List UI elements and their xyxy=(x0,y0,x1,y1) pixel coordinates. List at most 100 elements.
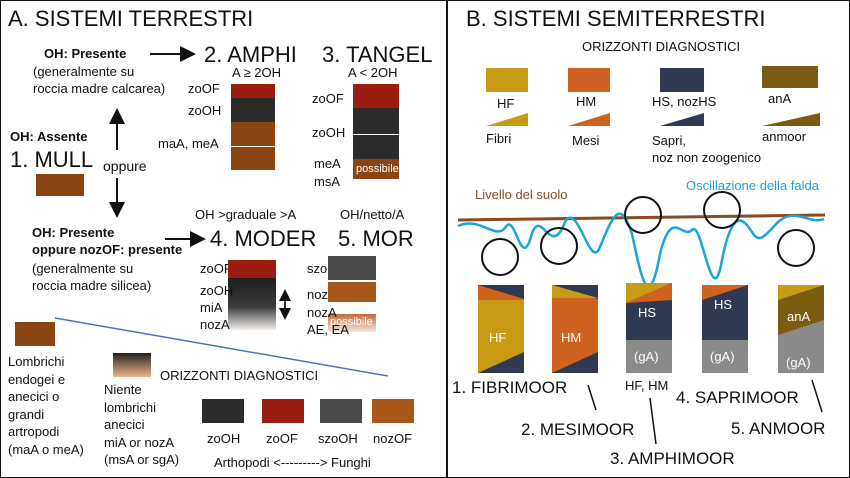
mesimoor-name: 2. MESIMOOR xyxy=(521,420,635,439)
tangel-zoof-label: zoOF xyxy=(312,91,344,106)
tangel-a-layer: possibile xyxy=(353,159,399,179)
legend-hm-swatch xyxy=(568,68,610,92)
col2-hm-label: HM xyxy=(561,330,582,345)
oppure-label: oppure xyxy=(103,158,147,174)
col4-ga-label: (gA) xyxy=(710,349,735,364)
hf-hm-label: HF, HM xyxy=(625,378,669,393)
mor-szooh-layer xyxy=(328,256,376,280)
mull-swatch xyxy=(36,174,84,196)
mor-ae-ea-label: AE, EA xyxy=(307,322,349,337)
moder-zoof-layer xyxy=(228,260,276,278)
mor-title: 5. MOR xyxy=(338,226,414,251)
col4-hs-label: HS xyxy=(714,297,733,312)
left-panel-title: A. SISTEMI TERRESTRI xyxy=(8,6,254,31)
legend-hm-label: HM xyxy=(576,94,597,109)
moder-mia-label: miA xyxy=(200,300,223,315)
oh-presente-label: OH: Presente xyxy=(44,46,127,61)
tangel-msa-label: msA xyxy=(314,174,340,189)
moder-rule: OH >graduale >A xyxy=(195,207,297,222)
mesi-triangle xyxy=(568,113,610,126)
sapri-triangle xyxy=(660,113,704,126)
moder-zooh-label: zoOH xyxy=(200,283,234,298)
amphi-zoof-label: zoOF xyxy=(188,81,220,96)
tangel-zooh-layer-1 xyxy=(353,108,399,135)
mor-nozof-layer xyxy=(328,282,376,302)
legend-anmoor-label: anmoor xyxy=(762,129,807,144)
col1-hf-label: HF xyxy=(489,330,507,345)
fibri-triangle xyxy=(486,113,528,126)
tangel-zoof-layer xyxy=(353,84,399,108)
diag-zooh-swatch xyxy=(202,399,244,423)
col5-ga-label: (gA) xyxy=(786,355,811,370)
amphimoor-name: 3. AMPHIMOOR xyxy=(610,449,735,468)
legend-hs-label: HS, nozHS xyxy=(652,94,717,109)
right-panel-title: B. SISTEMI SEMITERRESTRI xyxy=(466,6,766,31)
amphi-a-layer-2 xyxy=(231,147,275,170)
legend-hf-swatch xyxy=(486,68,528,92)
legend-hs-swatch xyxy=(660,68,704,92)
tangel-zooh-label: zoOH xyxy=(312,125,346,140)
amphi-a-layer-1 xyxy=(231,122,275,147)
col3-hs-label: HS xyxy=(638,305,657,320)
diag-zooh-label: zoOH xyxy=(207,431,241,446)
calcarea-note-1: (generalmente su xyxy=(33,64,135,79)
amphi-maa-label: maA, meA xyxy=(158,136,219,151)
calcarea-note-2: roccia madre calcarea) xyxy=(33,81,166,96)
legend-fibri-label: Fibri xyxy=(486,131,512,146)
moder-title: 4. MODER xyxy=(210,226,317,251)
moder-noza-label: nozA xyxy=(200,317,230,332)
amphi-title: 2. AMPHI xyxy=(204,42,297,67)
amphi-zooh-layer xyxy=(231,98,275,122)
moder-gradient xyxy=(228,278,276,330)
anmoor-triangle xyxy=(762,113,820,126)
water-oscillation-line xyxy=(457,212,825,288)
tangel-mea-label: meA xyxy=(314,156,341,171)
mor-gradient xyxy=(328,314,376,332)
lombrichi-swatch xyxy=(15,322,55,346)
diag-zoof-label: zoOF xyxy=(266,431,298,446)
oh-nozof-label-1: OH: Presente xyxy=(32,225,115,240)
tangel-possibile: possibile xyxy=(356,163,399,175)
legend-sapri-label: Sapri, xyxy=(652,133,686,148)
blue-diagonal-line xyxy=(54,317,389,377)
silicea-note-1: (generalmente su xyxy=(32,261,134,276)
livello-label: Livello del suolo xyxy=(475,187,568,202)
oscillazione-label: Oscillazione della falda xyxy=(686,178,819,193)
col5-ana-label: anA xyxy=(787,309,811,324)
amphi-rule: A ≥ 2OH xyxy=(232,65,282,80)
moder-zoof-label: zoOF xyxy=(200,261,232,276)
tangel-zooh-layer-2 xyxy=(353,135,399,159)
lombrichi-text: Lombrichi endogei e anecici o grandi art… xyxy=(8,354,84,457)
oh-assente-label: OH: Assente xyxy=(10,129,88,144)
mor-rule: OH/netto/A xyxy=(340,207,405,222)
legend-mesi-label: Mesi xyxy=(572,133,600,148)
mull-title: 1. MULL xyxy=(10,147,94,172)
legend-hf-label: HF xyxy=(497,96,515,111)
left-diag-title: ORIZZONTI DIAGNOSTICI xyxy=(160,368,319,383)
mor-possibile: possibile xyxy=(330,316,373,328)
arthropodi-funghi: Arthopodi <---------> Funghi xyxy=(214,455,371,470)
anmoor-name: 5. ANMOOR xyxy=(731,419,826,438)
amphi-zooh-label: zoOH xyxy=(188,103,222,118)
diag-szooh-label: szoOH xyxy=(318,431,358,446)
mor-noza-label: nozA xyxy=(307,305,337,320)
tangel-rule: A < 2OH xyxy=(348,65,398,80)
right-diag-title: ORIZZONTI DIAGNOSTICI xyxy=(582,39,741,54)
niente-gradient xyxy=(113,353,151,377)
legend-ana-swatch xyxy=(762,66,818,88)
soil-level-line xyxy=(457,213,826,222)
oh-nozof-label-2: oppure nozOF: presente xyxy=(32,242,183,257)
diag-nozof-swatch xyxy=(372,399,414,423)
diag-nozof-label: nozOF xyxy=(373,431,413,446)
tangel-title: 3. TANGEL xyxy=(322,42,433,67)
legend-noz-label: noz non zoogenico xyxy=(652,150,762,165)
saprimoor-name: 4. SAPRIMOOR xyxy=(676,388,799,407)
diag-szooh-swatch xyxy=(320,399,362,423)
silicea-note-2: roccia madre silicea) xyxy=(32,278,152,293)
amphi-zoof-layer xyxy=(231,84,275,98)
fibrimoor-name: 1. FIBRIMOOR xyxy=(452,378,568,397)
niente-text: Niente lombrichi anecici miA or nozA (ms… xyxy=(104,382,180,467)
legend-ana-label: anA xyxy=(768,91,792,106)
diag-zoof-swatch xyxy=(262,399,304,423)
